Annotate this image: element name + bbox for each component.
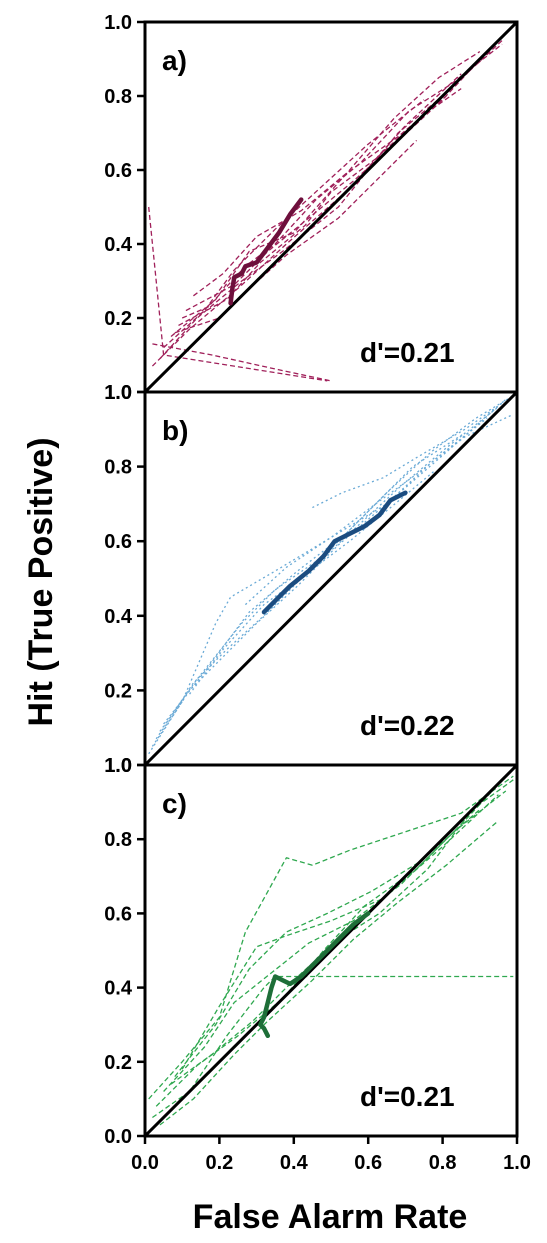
panel-c-x-tick-label: 0.6 xyxy=(354,1152,382,1174)
panel-a-y-tick-label: 0.8 xyxy=(104,86,132,108)
panel-a-y-tick-label: 0.2 xyxy=(104,308,132,330)
panel-c-series-line-6 xyxy=(174,809,481,1078)
panel-a-plot-area xyxy=(145,22,517,392)
panel-c-x-tick-label: 0.2 xyxy=(205,1152,233,1174)
panel-a-series-line-2 xyxy=(151,73,462,367)
panel-a-series-line-1 xyxy=(148,206,328,382)
panel-a-dprime-annotation: d'=0.21 xyxy=(360,337,455,368)
panel-c-series-line-7 xyxy=(181,794,499,1070)
panel-a-y-tick-label: 1.0 xyxy=(104,382,132,404)
panel-a-y-tick-label: 0.6 xyxy=(104,160,132,182)
panel-b-series-line-8 xyxy=(189,469,436,695)
panel-a-chance-diagonal xyxy=(145,22,517,392)
panel-b-y-tick-label: 0.4 xyxy=(104,606,133,628)
panel-b-series-line-4 xyxy=(159,432,466,732)
panel-c-y-tick-label: 0.8 xyxy=(104,829,132,851)
panel-c-x-tick-label: 1.0 xyxy=(503,1152,531,1174)
panel-a-series-line-9 xyxy=(185,47,492,312)
panel-b-mean-line xyxy=(261,490,408,615)
panel-a: 1.0 0.2 0.4 0.6 0.8 1.0 a) d'=0.21 xyxy=(104,12,519,404)
panel-c-x-tick-label: 0.4 xyxy=(280,1152,309,1174)
panel-b-series-line-3 xyxy=(155,406,499,740)
panel-b-plot-area xyxy=(145,392,517,765)
panel-a-y-tick-label: 0.4 xyxy=(104,234,133,256)
panel-c-dprime-annotation: d'=0.21 xyxy=(360,1081,455,1112)
panel-c-frame xyxy=(143,763,519,1138)
panel-a-mean-line xyxy=(228,197,304,306)
panel-c: 0.0 0.2 0.4 0.6 0.8 1.0 0.0 0.2 0.4 0.6 0.8 1.0 c) d'… xyxy=(104,755,531,1174)
panel-c-x-tick-label: 0.0 xyxy=(131,1152,159,1174)
panel-b-series-line-2 xyxy=(151,417,488,747)
panel-c-label: c) xyxy=(162,788,187,819)
x-axis-title: False Alarm Rate xyxy=(193,1198,468,1236)
panel-c-series-line-3 xyxy=(155,771,511,1107)
panel-a-series-line-4 xyxy=(163,99,425,349)
panel-b-series-line-1 xyxy=(148,399,507,755)
panel-a-series-line-6 xyxy=(174,139,418,334)
panel-b-dprime-annotation: d'=0.22 xyxy=(360,710,455,741)
panel-c-series-line-4 xyxy=(163,790,507,1092)
panel-b-y-tick-label: 1.0 xyxy=(104,382,132,404)
panel-c-y-tick-label: 1.0 xyxy=(104,755,132,777)
panel-c-y-tick-label: 0.0 xyxy=(104,1126,132,1148)
panel-c-mean-line xyxy=(258,911,371,1039)
panel-c-chance-diagonal xyxy=(145,765,517,1136)
panel-a-series-line-10 xyxy=(193,95,447,297)
y-axis-title: Hit (True Positive) xyxy=(22,437,60,726)
panel-c-y-tick-label: 0.6 xyxy=(104,903,132,925)
panel-b-label: b) xyxy=(162,415,188,446)
panel-b-y-tick-label: 0.6 xyxy=(104,531,132,553)
panel-b: 1.0 0.2 0.4 0.6 0.8 1.0 b) d'=0.22 xyxy=(104,382,519,777)
panel-a-series-line-8 xyxy=(181,43,503,319)
panel-a-label: a) xyxy=(162,45,187,76)
panel-b-series-line-6 xyxy=(244,413,514,606)
panel-c-x-tick-label: 0.8 xyxy=(429,1152,457,1174)
panel-c-y-tick-label: 0.2 xyxy=(104,1052,132,1074)
panel-a-series-line-7 xyxy=(178,88,462,326)
panel-a-y-tick-label: 1.0 xyxy=(104,12,132,34)
panel-b-y-tick-label: 0.8 xyxy=(104,457,132,479)
panel-b-chance-diagonal xyxy=(145,392,517,765)
panel-b-y-tick-label: 1.0 xyxy=(104,755,132,777)
panel-c-series-line-8 xyxy=(159,820,499,1126)
panel-b-series-line-5 xyxy=(163,395,514,725)
panel-a-series-line-11 xyxy=(152,343,332,382)
panel-c-series-line-2 xyxy=(152,975,514,1119)
panel-c-plot-area xyxy=(145,765,517,1136)
panel-b-y-tick-label: 0.2 xyxy=(104,680,132,702)
panel-c-y-tick-label: 0.4 xyxy=(104,978,133,1000)
